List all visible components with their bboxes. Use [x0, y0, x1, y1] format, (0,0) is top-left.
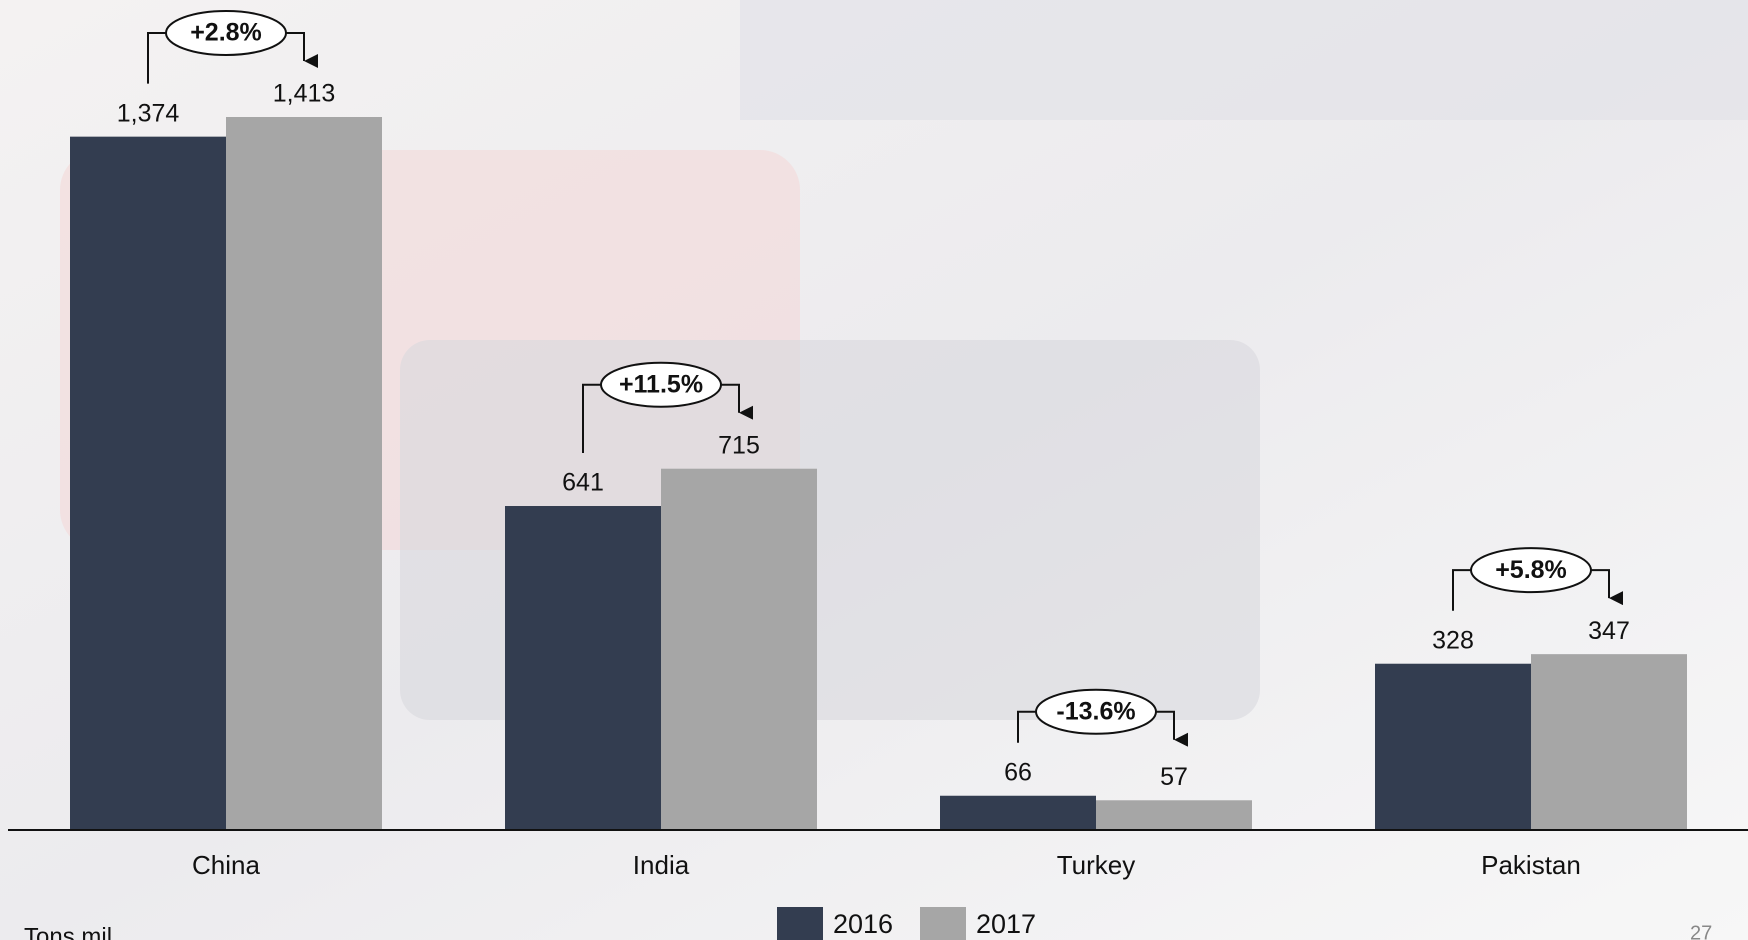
- value-label: 1,374: [117, 99, 180, 127]
- legend-label: 2017: [976, 909, 1036, 939]
- value-label: 715: [718, 431, 760, 459]
- page: Tons mil 27 China 1,374 1,413 +2.8% India 641…: [0, 0, 1748, 940]
- annotation-label: -13.6%: [1056, 697, 1135, 725]
- value-label: 66: [1004, 758, 1032, 786]
- page-number: 27: [1690, 922, 1712, 940]
- bar: [1096, 800, 1252, 829]
- legend-swatch: [777, 907, 823, 940]
- bar: [70, 137, 226, 829]
- annotation-label: +2.8%: [190, 19, 262, 47]
- value-label: 328: [1432, 626, 1474, 654]
- annotation-label: +11.5%: [619, 370, 703, 398]
- annotation-label: +5.8%: [1495, 556, 1567, 584]
- value-label: 641: [562, 469, 604, 497]
- legend-label: 2016: [833, 909, 893, 939]
- category-label: Turkey: [1057, 850, 1136, 880]
- value-label: 57: [1160, 763, 1188, 791]
- bar: [940, 796, 1096, 829]
- value-label: 347: [1588, 617, 1630, 645]
- category-label: Pakistan: [1481, 850, 1581, 880]
- category-label: China: [192, 850, 260, 880]
- background-shape: [740, 0, 1748, 120]
- category-label: India: [633, 850, 690, 880]
- chart: Tons mil 27 China 1,374 1,413 +2.8% India 641…: [0, 0, 1748, 940]
- value-label: 1,413: [273, 80, 336, 108]
- bar: [505, 506, 661, 829]
- bar: [1531, 654, 1687, 829]
- bar: [226, 117, 382, 829]
- footnote: Tons mil: [24, 923, 112, 940]
- legend-swatch: [920, 907, 966, 940]
- bar: [1375, 664, 1531, 829]
- bar: [661, 469, 817, 829]
